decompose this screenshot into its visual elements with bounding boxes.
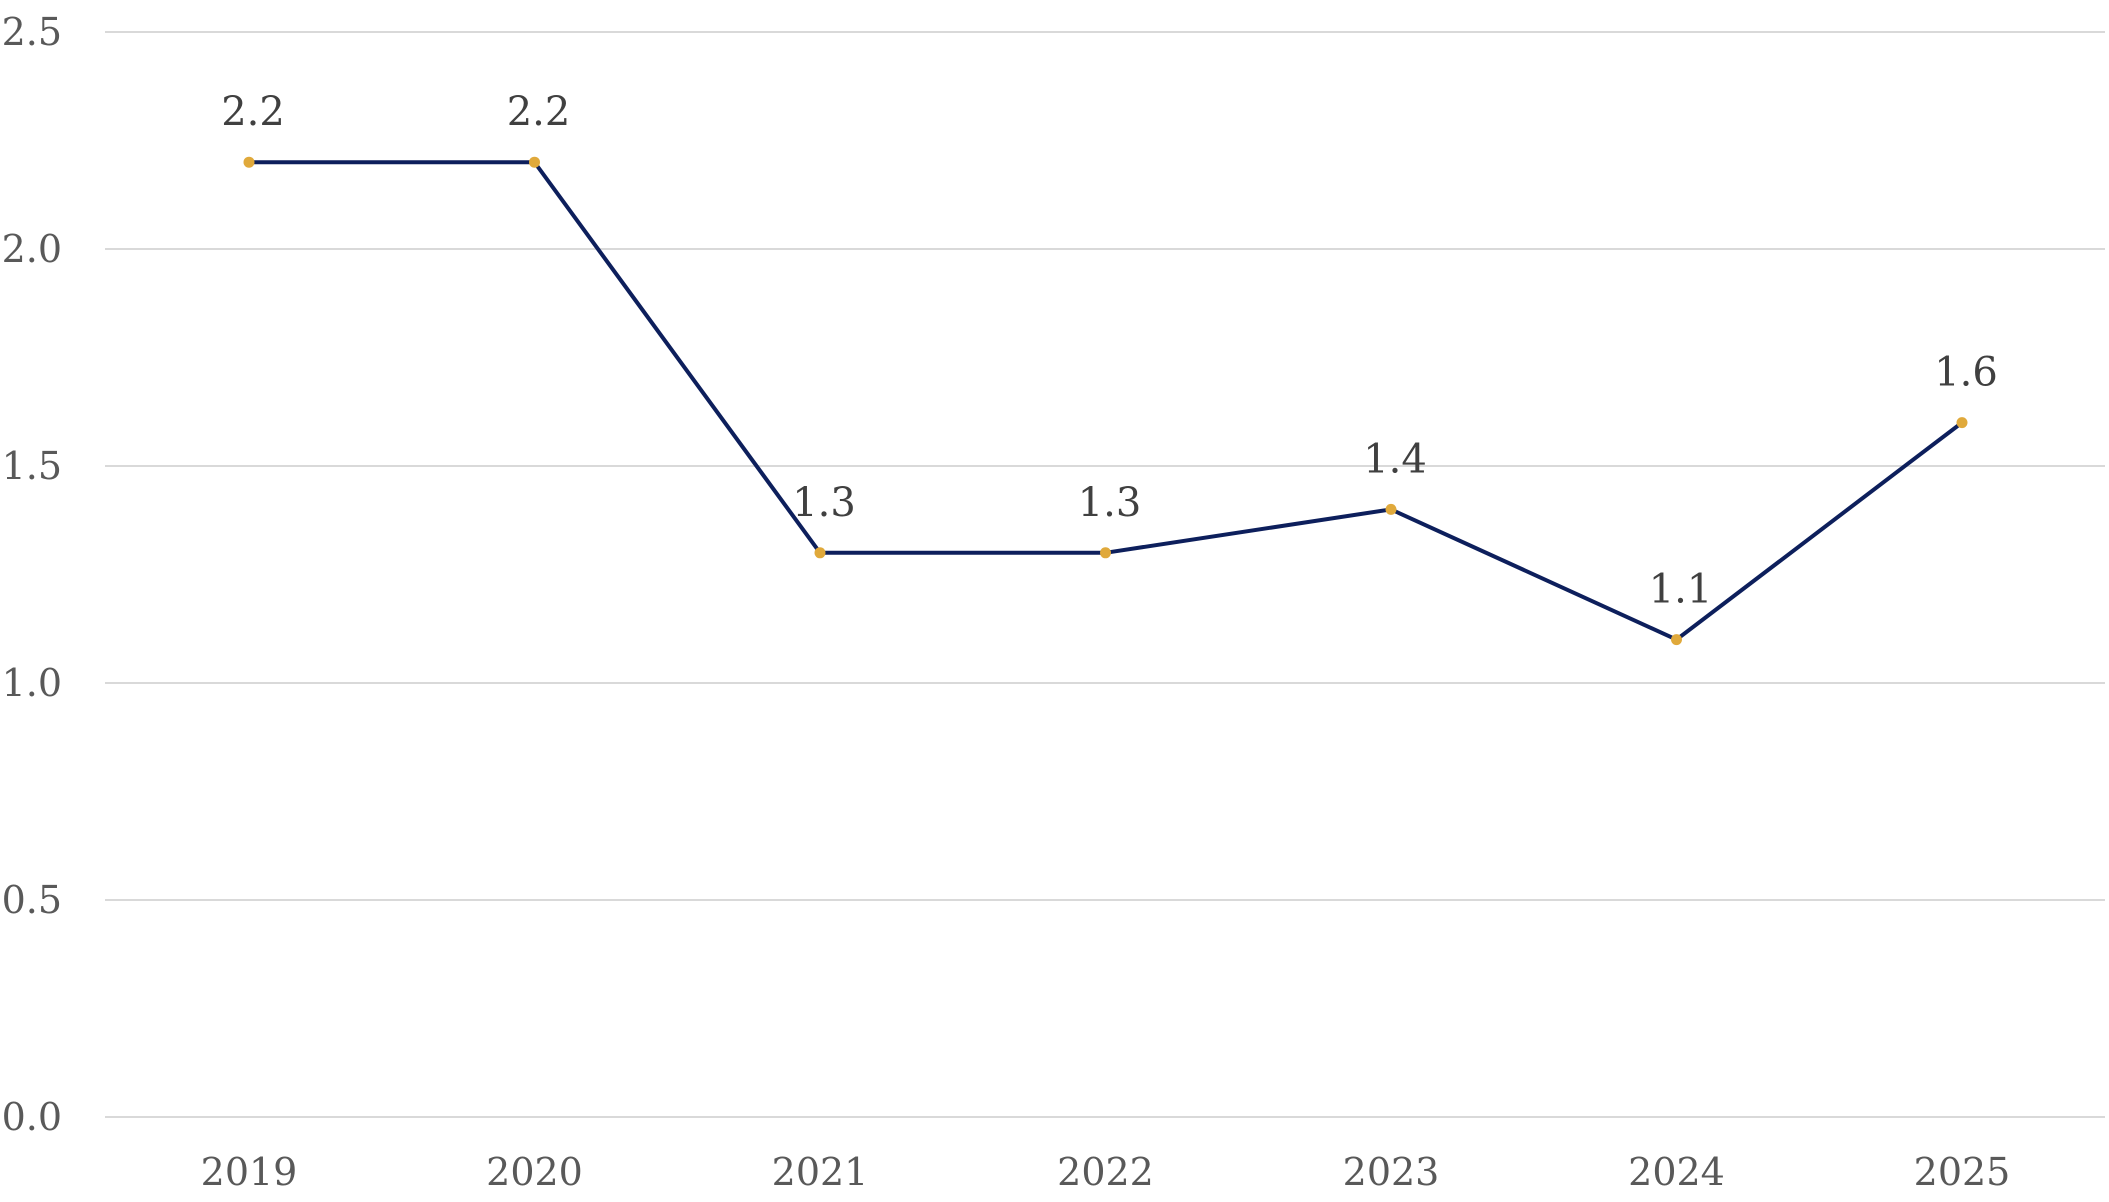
- x-tick-label: 2020: [486, 1150, 583, 1194]
- data-label: 1.6: [1934, 350, 1998, 396]
- gridlines: [105, 31, 2105, 1118]
- x-tick-label: 2024: [1628, 1150, 1725, 1194]
- data-labels: 2.2 2.2 1.3 1.3 1.4 1.1 1.6: [221, 89, 1998, 612]
- x-tick-label: 2023: [1343, 1150, 1440, 1194]
- y-tick-label: 2.5: [2, 10, 62, 54]
- y-tick-label: 1.0: [2, 661, 62, 705]
- data-point: [1100, 547, 1111, 559]
- data-label: 1.3: [1078, 480, 1142, 526]
- y-axis: 0.0 0.5 1.0 1.5 2.0 2.5: [2, 10, 62, 1139]
- series: [243, 156, 1968, 646]
- data-point: [1385, 503, 1397, 515]
- data-label: 2.2: [221, 89, 285, 135]
- data-label: 1.4: [1363, 436, 1427, 482]
- x-tick-label: 2019: [201, 1150, 298, 1194]
- y-tick-label: 1.5: [2, 444, 62, 488]
- x-tick-label: 2021: [772, 1150, 869, 1194]
- data-point: [529, 156, 540, 168]
- data-point: [1671, 634, 1682, 646]
- data-label: 1.1: [1649, 567, 1713, 613]
- data-point: [1956, 417, 1968, 429]
- y-tick-label: 0.5: [2, 878, 62, 922]
- x-axis: 2019 2020 2021 2022 2023 2024 2025: [201, 1150, 2011, 1194]
- data-point: [814, 547, 826, 559]
- x-tick-label: 2025: [1914, 1150, 2011, 1194]
- y-tick-label: 2.0: [2, 227, 62, 271]
- data-label: 1.3: [792, 480, 856, 526]
- data-label: 2.2: [507, 89, 571, 135]
- x-tick-label: 2022: [1057, 1150, 1154, 1194]
- y-tick-label: 0.0: [2, 1095, 62, 1139]
- data-point: [243, 156, 255, 168]
